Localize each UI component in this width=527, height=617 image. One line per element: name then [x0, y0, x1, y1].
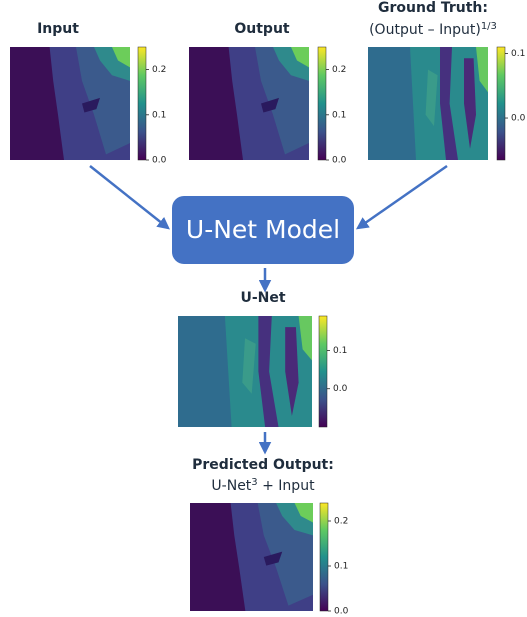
heatmap	[189, 47, 309, 160]
colorbar-tick-label: 0.2	[332, 65, 346, 75]
colorbar-tick-label: 0.1	[511, 49, 525, 59]
colorbar	[319, 316, 327, 427]
colorbar-tick-label: 0.0	[333, 384, 348, 394]
heatmap	[190, 503, 313, 611]
region	[178, 316, 232, 427]
panel-subtitle: (Output – Input)1/3	[369, 21, 497, 39]
subtitle-suffix: + Input	[258, 478, 315, 494]
colorbar-tick-label: 0.1	[152, 110, 166, 120]
colorbar	[318, 47, 326, 160]
subtitle-superscript: 1/3	[481, 21, 497, 32]
panel-title: Ground Truth:	[378, 0, 488, 16]
colorbar	[320, 503, 328, 611]
heatmap	[10, 47, 130, 160]
arrow	[90, 166, 168, 228]
panel-title: Predicted Output:	[192, 457, 334, 473]
panel-title: Input	[37, 21, 79, 37]
colorbar-tick-label: 0.1	[333, 346, 347, 356]
panel-title: U-Net	[240, 290, 285, 306]
colorbar	[497, 47, 505, 160]
subtitle-text: U-Net	[211, 478, 251, 494]
colorbar-tick-label: 0.2	[152, 65, 166, 75]
colorbar-tick-label: 0.1	[334, 562, 348, 572]
colorbar	[138, 47, 146, 160]
colorbar-tick-label: 0.0	[334, 607, 349, 617]
colorbar-tick-label: 0.2	[334, 517, 348, 527]
region	[368, 47, 416, 160]
panel-title: Output	[234, 21, 290, 37]
heatmap	[368, 47, 488, 160]
arrow	[358, 166, 447, 228]
heatmap	[178, 316, 312, 427]
colorbar-tick-label: 0.0	[332, 156, 347, 166]
panel-subtitle: U-Net3 + Input	[211, 477, 315, 495]
subtitle-text: (Output – Input)	[369, 22, 481, 38]
colorbar-tick-label: 0.1	[332, 110, 346, 120]
diagram: U-Net Model Input 0.0 0.1 0.2 Output 0.0 0.1 0.…	[0, 0, 527, 617]
colorbar-tick-label: 0.0	[152, 156, 167, 166]
colorbar-tick-label: 0.0	[511, 114, 526, 124]
model-label: U-Net Model	[186, 215, 340, 244]
